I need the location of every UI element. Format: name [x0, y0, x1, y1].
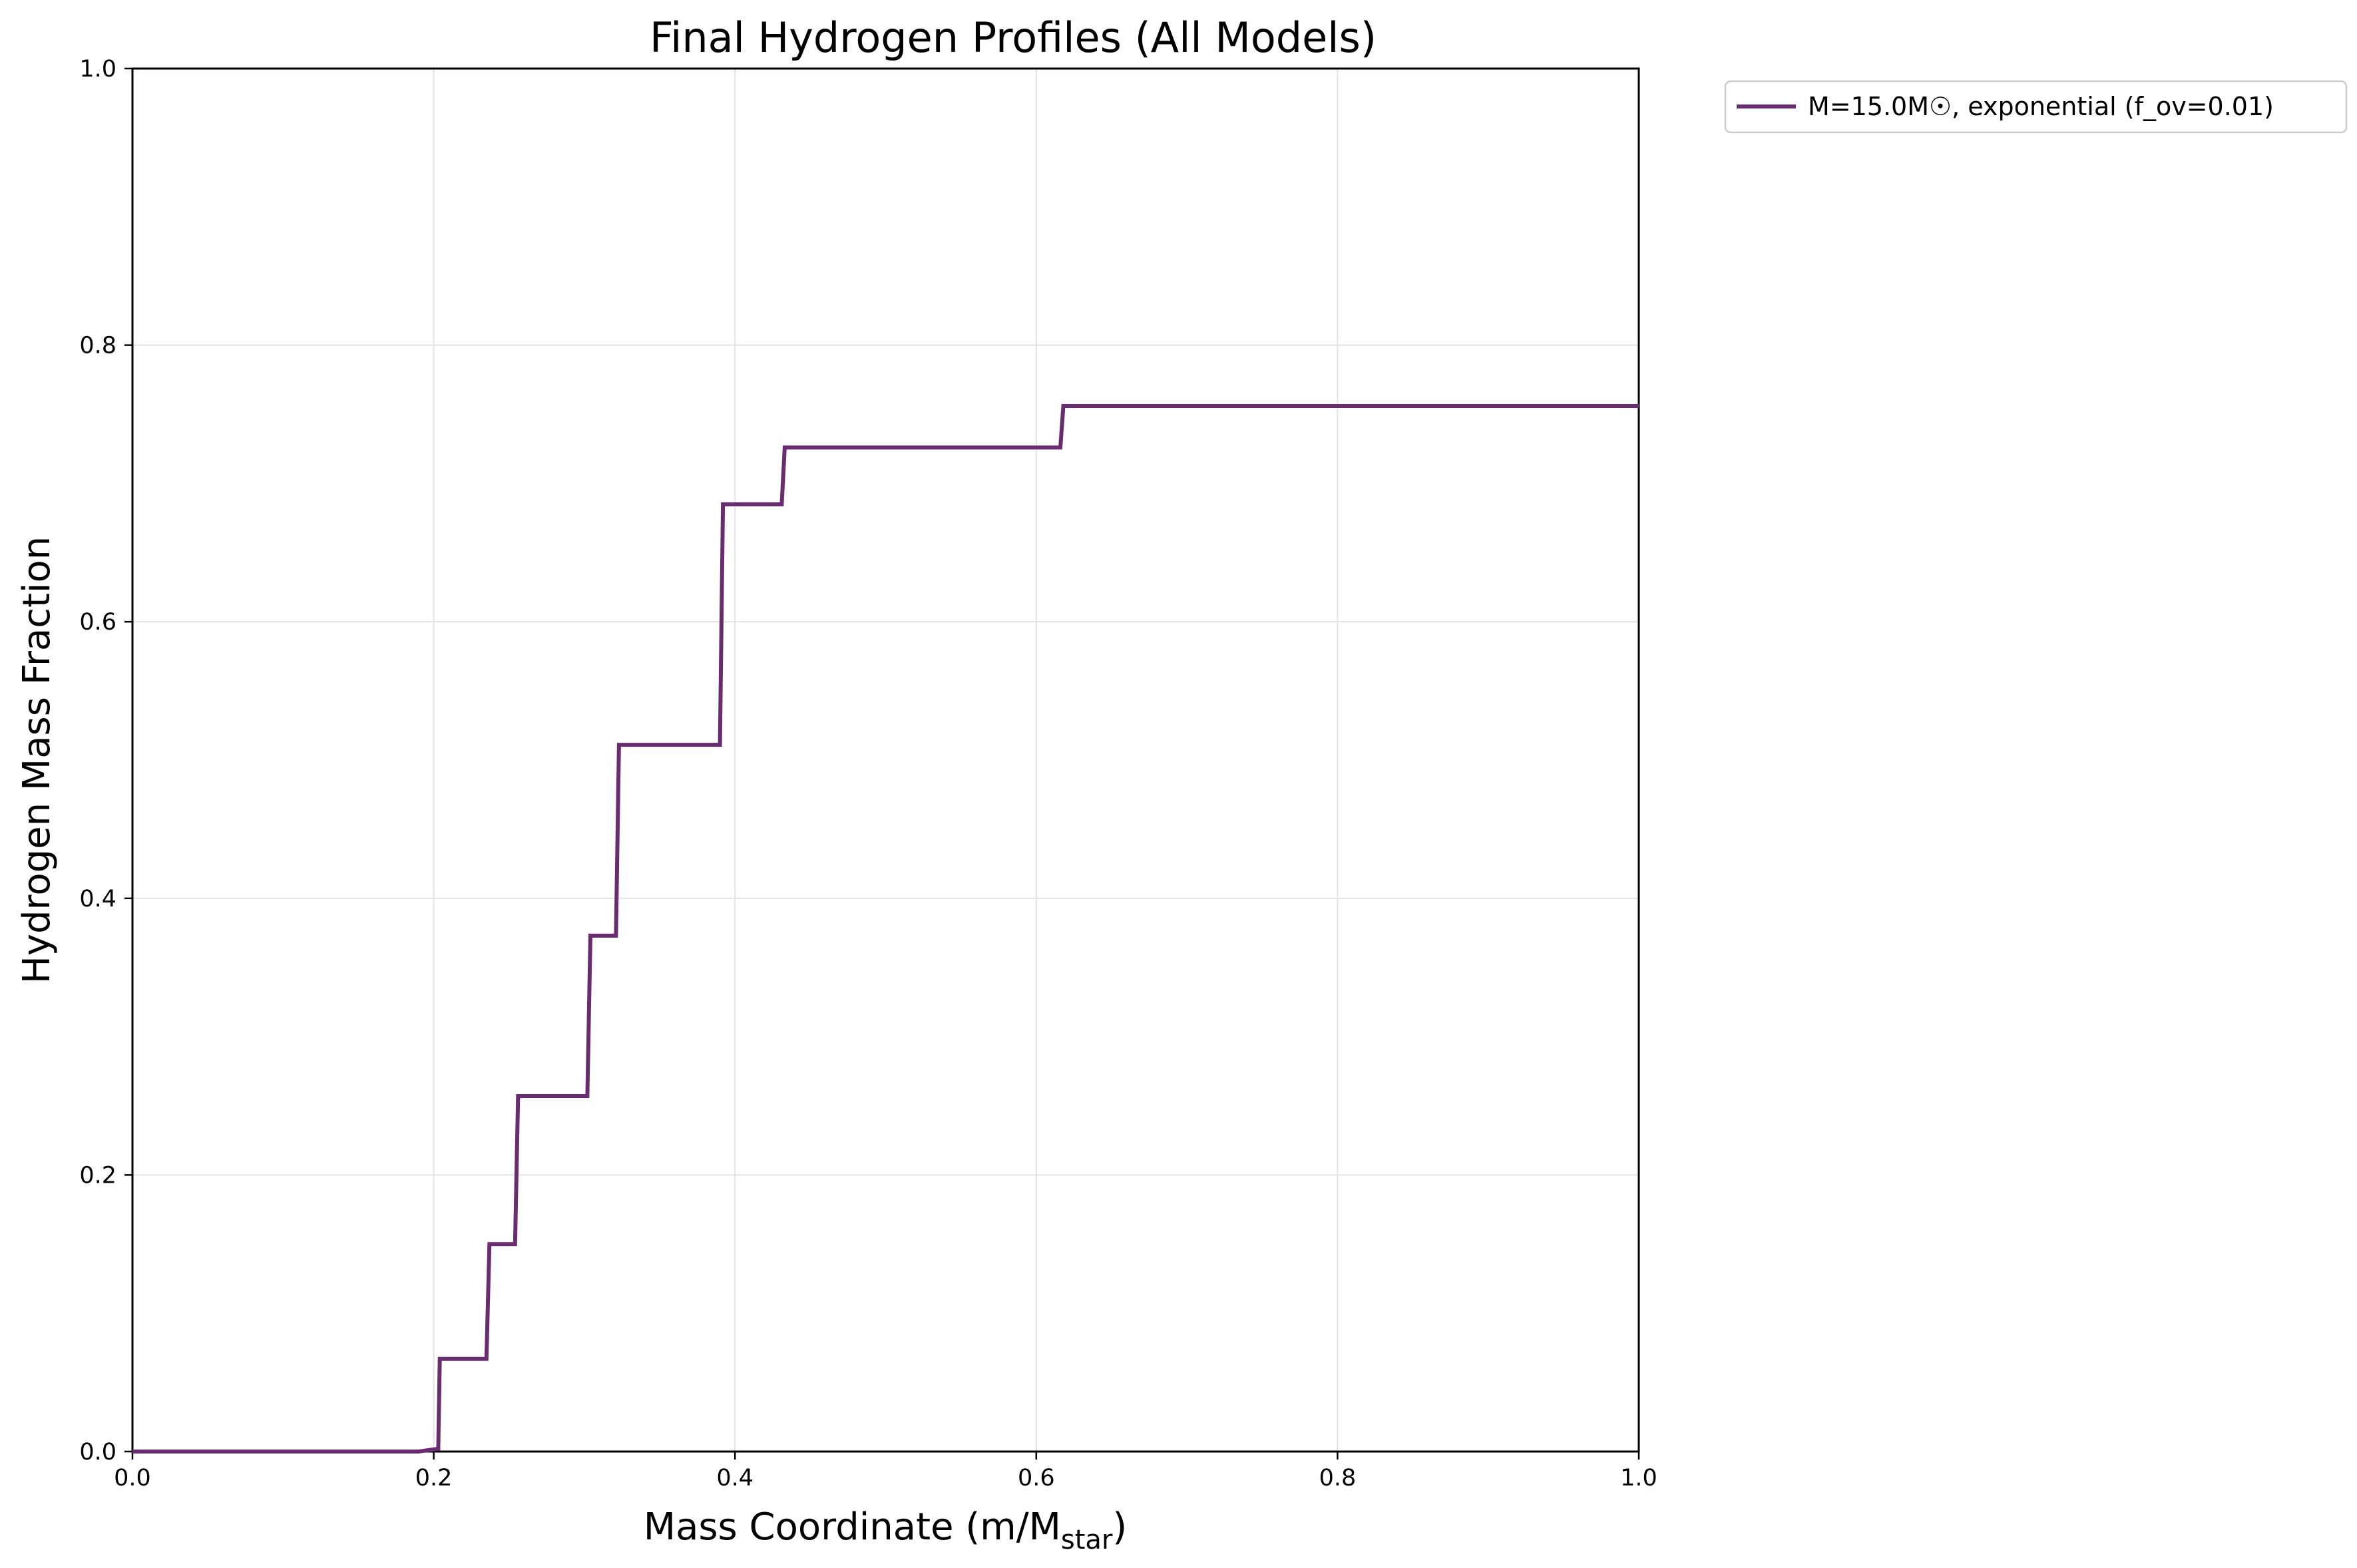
- x-axis-title-subscript: star: [1061, 1525, 1113, 1555]
- x-tick-label: 0.8: [1319, 1465, 1357, 1491]
- series-layer: [132, 404, 1639, 1454]
- legend-frame: [1724, 80, 2348, 134]
- y-tick-label: 0.4: [79, 886, 116, 912]
- grid-lines: [132, 69, 1639, 1452]
- chart-title: Final Hydrogen Profiles (All Models): [650, 13, 1377, 62]
- y-tick-label: 0.6: [79, 609, 116, 636]
- x-tick-label: 1.0: [1620, 1465, 1657, 1491]
- x-tick-label: 0.0: [114, 1465, 151, 1491]
- legend-label: M=15.0M☉, exponential (f_ov=0.01): [1808, 92, 2274, 121]
- legend: M=15.0M☉, exponential (f_ov=0.01): [1724, 80, 2348, 134]
- x-axis-title: Mass Coordinate (m/Mstar): [644, 1505, 1128, 1555]
- x-axis-title-suffix: ): [1112, 1505, 1127, 1549]
- series-line-0: [132, 404, 1639, 1454]
- y-tick-label: 1.0: [79, 56, 116, 83]
- y-tick-label: 0.8: [79, 333, 116, 359]
- y-axis-ticks: 0.0 0.2 0.4 0.6 0.8 1.0: [79, 56, 132, 1466]
- x-axis-ticks: 0.0 0.2 0.4 0.6 0.8 1.0: [114, 1452, 1657, 1491]
- y-tick-label: 0.0: [79, 1439, 116, 1466]
- y-tick-label: 0.2: [79, 1162, 116, 1189]
- x-axis-title-main: Mass Coordinate (m/M: [644, 1505, 1061, 1549]
- y-axis-title: Hydrogen Mass Fraction: [15, 536, 59, 984]
- x-tick-label: 0.4: [716, 1465, 753, 1491]
- x-tick-label: 0.2: [415, 1465, 453, 1491]
- x-tick-label: 0.6: [1018, 1465, 1055, 1491]
- plot-frame: [131, 67, 1640, 1453]
